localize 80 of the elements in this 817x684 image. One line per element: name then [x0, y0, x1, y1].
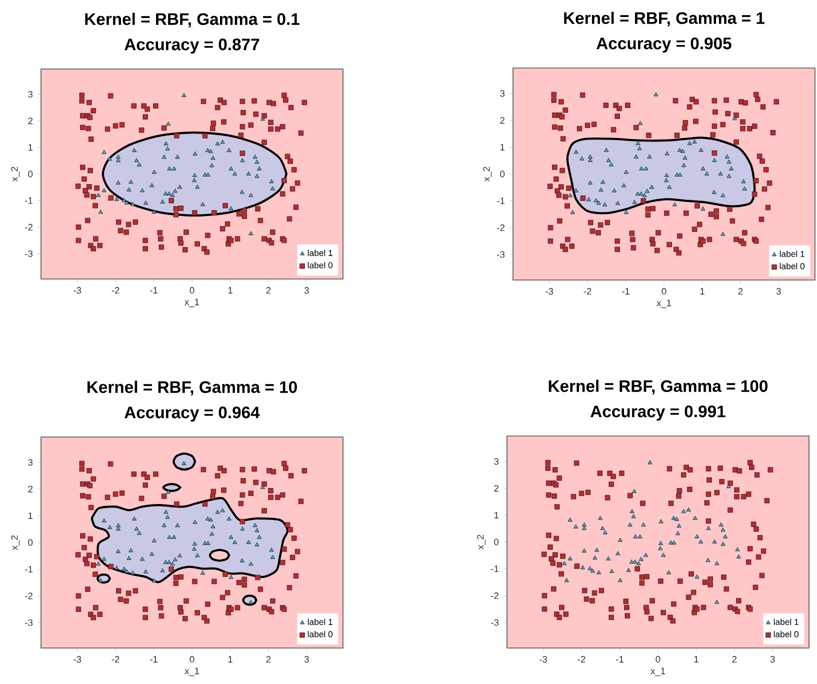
chart-title: Kernel = RBF, Gamma = 10: [88, 380, 297, 396]
y-tick-label: -1: [25, 197, 32, 204]
legend-label: label 0: [774, 630, 799, 638]
x-axis-title: x_1: [650, 668, 666, 676]
chart-subtitle: Accuracy = 0.991: [590, 406, 726, 421]
legend-label: label 0: [308, 262, 333, 268]
y-tick-label: -3: [25, 619, 33, 626]
y-axis-title: x_2: [11, 166, 20, 182]
x-tick-label: 2: [732, 656, 737, 663]
legend-label: label 1: [780, 250, 804, 258]
x-tick-label: -2: [584, 288, 592, 295]
x-tick-label: 1: [694, 656, 698, 662]
chart-title: Kernel = RBF, Gamma = 1: [564, 12, 764, 26]
chart-title: Kernel = RBF, Gamma = 0.1: [85, 12, 300, 28]
y-tick-label: 0: [28, 539, 33, 546]
y-tick-label: 3: [28, 90, 33, 98]
x-tick-label: -3: [74, 656, 82, 663]
y-tick-label: -3: [497, 251, 505, 258]
y-tick-label: 3: [494, 458, 499, 465]
x-tick-label: 1: [228, 656, 232, 662]
x-tick-label: -3: [546, 288, 554, 295]
x-tick-label: 0: [190, 287, 194, 294]
x-tick-label: -3: [540, 656, 548, 663]
chart-subtitle: Accuracy = 0.905: [596, 38, 732, 53]
y-tick-label: -1: [491, 566, 498, 572]
x-tick-label: 3: [304, 656, 309, 663]
x-tick-label: 1: [228, 287, 232, 294]
legend-label: label 0: [308, 630, 333, 638]
y-tick-label: 2: [28, 118, 32, 124]
y-tick-label: 2: [500, 117, 504, 124]
x-axis-title: x_1: [656, 300, 672, 308]
x-tick-label: 0: [656, 656, 660, 663]
y-tick-label: 0: [500, 170, 505, 178]
x-tick-label: -1: [150, 656, 158, 662]
y-tick-label: 3: [28, 459, 33, 466]
x-tick-label: 0: [190, 656, 194, 663]
x-tick-label: -1: [616, 656, 624, 662]
y-tick-label: -2: [25, 224, 32, 230]
y-tick-label: -3: [491, 619, 499, 626]
legend-label: label 1: [308, 618, 332, 626]
x-tick-label: 2: [266, 287, 271, 294]
y-axis-title: x_2: [477, 534, 486, 550]
x-axis-title: x_1: [184, 668, 200, 676]
y-tick-label: 2: [28, 486, 32, 492]
y-tick-label: 3: [500, 90, 505, 97]
y-tick-label: -1: [25, 566, 32, 572]
chart-subtitle: Accuracy = 0.964: [124, 406, 260, 422]
x-tick-label: -1: [622, 288, 630, 294]
y-tick-label: 1: [28, 144, 32, 151]
x-axis-title: x_1: [184, 298, 200, 308]
legend-label: label 1: [774, 618, 798, 626]
y-tick-label: -1: [497, 198, 504, 204]
chart-subtitle: Accuracy = 0.877: [124, 38, 260, 54]
x-tick-label: 3: [770, 656, 775, 663]
y-tick-label: 1: [500, 144, 504, 150]
x-tick-label: 1: [700, 288, 704, 294]
y-axis-title: x_2: [483, 166, 492, 182]
y-tick-label: 2: [494, 485, 498, 492]
y-axis-title: x_2: [11, 535, 20, 550]
y-tick-label: 1: [28, 512, 32, 519]
x-tick-label: 2: [266, 656, 271, 663]
y-tick-label: 0: [28, 170, 33, 178]
x-tick-label: 2: [738, 288, 743, 295]
legend-label: label 0: [780, 262, 805, 270]
x-tick-label: 0: [662, 288, 666, 295]
x-tick-label: -2: [112, 656, 120, 663]
x-tick-label: -2: [112, 287, 120, 294]
y-tick-label: -3: [25, 250, 33, 258]
x-tick-label: -1: [150, 287, 158, 294]
y-tick-label: -2: [497, 224, 504, 231]
y-tick-label: 0: [494, 538, 499, 546]
x-tick-label: 3: [304, 287, 309, 294]
x-tick-label: -2: [578, 656, 586, 663]
x-tick-label: 3: [776, 288, 781, 295]
y-tick-label: 1: [494, 512, 498, 518]
y-tick-label: -2: [25, 592, 32, 600]
y-tick-label: -2: [491, 592, 498, 599]
x-tick-label: -3: [74, 287, 82, 294]
chart-title: Kernel = RBF, Gamma = 100: [548, 380, 768, 394]
legend-label: label 1: [308, 250, 332, 256]
